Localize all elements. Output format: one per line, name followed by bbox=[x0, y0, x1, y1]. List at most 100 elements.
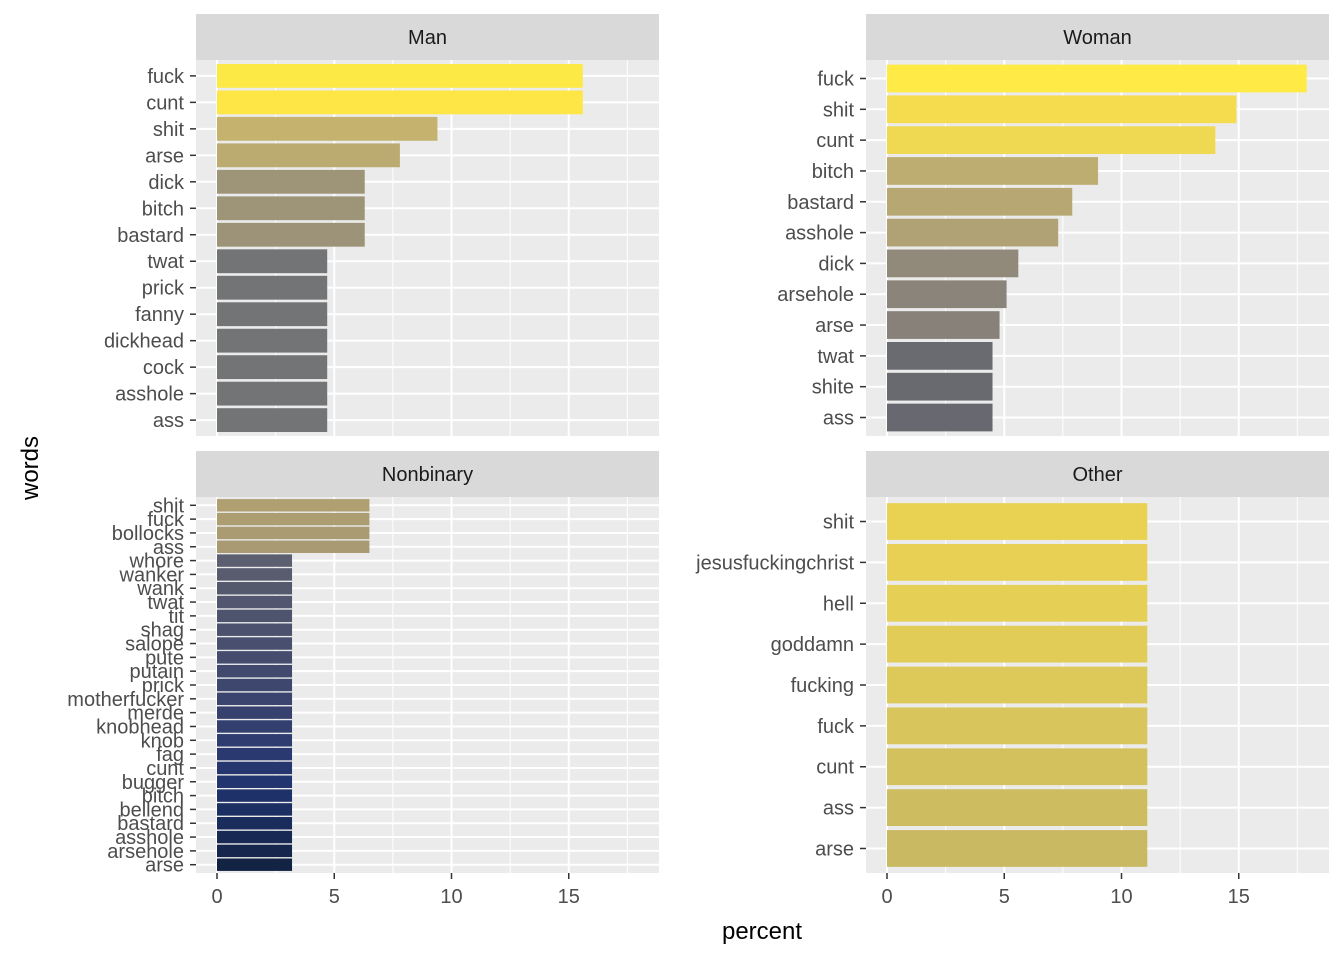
bar-bitch bbox=[887, 157, 1099, 185]
bar-dick bbox=[887, 249, 1019, 278]
bar-cock bbox=[217, 355, 328, 380]
bar-cunt bbox=[887, 748, 1148, 786]
y-tick-label: ass bbox=[823, 408, 854, 430]
panel-nonbinary: Nonbinary shitfuckbollocksasswhorewankerw… bbox=[67, 451, 659, 908]
y-tick-label: bastard bbox=[117, 225, 184, 247]
bar-fuck bbox=[887, 707, 1148, 745]
bar-ass bbox=[887, 403, 993, 432]
x-tick-label: 5 bbox=[999, 886, 1010, 908]
y-axis-title: words bbox=[17, 436, 44, 501]
y-tick-label: fag bbox=[156, 744, 184, 766]
bar-pute bbox=[217, 651, 293, 664]
y-tick-label: cunt bbox=[816, 757, 854, 779]
x-tick-label: 10 bbox=[1110, 886, 1132, 908]
y-tick-label: dick bbox=[148, 172, 185, 194]
y-tick-label: cunt bbox=[816, 130, 854, 152]
bar-knob bbox=[217, 734, 293, 747]
bar-ass bbox=[887, 789, 1148, 826]
y-tick-label: shag bbox=[141, 620, 184, 642]
y-tick-label: tit bbox=[168, 606, 184, 628]
y-tick-label: dickhead bbox=[104, 331, 184, 353]
bar-dickhead bbox=[217, 328, 328, 353]
panel-woman: Woman fuck shit cunt bitch bastard asshole dick… bbox=[777, 14, 1329, 436]
y-tick-label: bitch bbox=[142, 786, 184, 808]
y-tick-label: knobhead bbox=[96, 716, 184, 738]
facet-strip bbox=[866, 14, 1329, 60]
facet-label: Nonbinary bbox=[382, 464, 473, 486]
bar-prick bbox=[217, 678, 293, 692]
bar-bellend bbox=[217, 803, 293, 816]
bar-bastard bbox=[217, 222, 365, 247]
bar-shit bbox=[217, 499, 370, 512]
facet-strip bbox=[866, 451, 1329, 497]
x-tick-label: 15 bbox=[558, 886, 580, 908]
y-tick-label: ass bbox=[153, 537, 184, 559]
y-tick-label: prick bbox=[142, 675, 185, 697]
bar-bollocks bbox=[217, 526, 370, 540]
y-tick-label: motherfucker bbox=[67, 689, 184, 711]
y-tick-label: shite bbox=[812, 377, 854, 399]
bar-motherfucker bbox=[217, 692, 293, 706]
bar-fag bbox=[217, 747, 293, 761]
y-tick-label: ass bbox=[153, 410, 184, 432]
y-tick-label: arse bbox=[145, 145, 184, 167]
facet-label: Man bbox=[408, 27, 447, 49]
y-tick-label: ass bbox=[823, 798, 854, 820]
y-tick-label: asshole bbox=[115, 827, 184, 849]
bar-cunt bbox=[217, 761, 293, 775]
bar-twat bbox=[217, 249, 328, 274]
y-tick-label: cock bbox=[143, 357, 185, 379]
bar-bitch bbox=[217, 196, 365, 221]
y-tick-label: arse bbox=[815, 315, 854, 337]
bar-knobhead bbox=[217, 720, 293, 733]
y-tick-label: fuck bbox=[817, 68, 855, 90]
y-tick-label: arsehole bbox=[777, 284, 854, 306]
chart-panels: Man fuck cunt shit arse dick bitch bastard twat p… bbox=[67, 14, 1329, 908]
bar-bitch bbox=[217, 789, 293, 802]
y-tick-label: twat bbox=[817, 346, 854, 368]
y-tick-label: pute bbox=[145, 647, 184, 669]
bar-ass bbox=[217, 540, 370, 553]
y-tick-label: asshole bbox=[115, 384, 184, 406]
y-tick-label: wanker bbox=[119, 564, 185, 586]
y-tick-label: arse bbox=[815, 838, 854, 860]
bar-arsehole bbox=[887, 280, 1007, 309]
bar-bastard bbox=[887, 187, 1073, 216]
y-tick-label: fanny bbox=[135, 304, 184, 326]
y-tick-label: merde bbox=[127, 703, 184, 725]
x-tick-label: 15 bbox=[1228, 886, 1250, 908]
y-tick-label: hell bbox=[823, 593, 854, 615]
facet-strip bbox=[196, 14, 659, 60]
bar-wanker bbox=[217, 568, 293, 581]
bar-fuck bbox=[217, 63, 583, 88]
bar-salope bbox=[217, 637, 293, 650]
bar-hell bbox=[887, 584, 1148, 622]
y-tick-label: shit bbox=[153, 119, 185, 141]
bar-arse bbox=[887, 830, 1148, 867]
y-tick-label: bastard bbox=[117, 813, 184, 835]
bar-fanny bbox=[217, 302, 328, 327]
bar-shit bbox=[887, 503, 1148, 540]
bar-merde bbox=[217, 706, 293, 719]
y-tick-label: goddamn bbox=[771, 634, 854, 656]
y-tick-label: twat bbox=[147, 251, 184, 273]
y-tick-label: wank bbox=[136, 578, 185, 600]
bar-arse bbox=[217, 143, 400, 168]
bar-twat bbox=[887, 342, 993, 370]
bar-shag bbox=[217, 623, 293, 636]
x-tick-label: 5 bbox=[329, 886, 340, 908]
bar-asshole bbox=[887, 218, 1059, 247]
bar-cunt bbox=[217, 90, 583, 115]
bar-shit bbox=[887, 95, 1237, 124]
bar-arsehole bbox=[217, 844, 293, 858]
y-tick-label: bitch bbox=[142, 198, 184, 220]
x-tick-label: 0 bbox=[211, 886, 222, 908]
y-tick-label: arsehole bbox=[107, 841, 184, 863]
x-tick-label: 10 bbox=[440, 886, 462, 908]
bar-twat bbox=[217, 595, 293, 609]
y-tick-label: fuck bbox=[147, 66, 185, 88]
y-tick-label: bellend bbox=[119, 799, 184, 821]
y-tick-label: prick bbox=[142, 278, 185, 300]
y-tick-label: fucking bbox=[791, 675, 854, 697]
